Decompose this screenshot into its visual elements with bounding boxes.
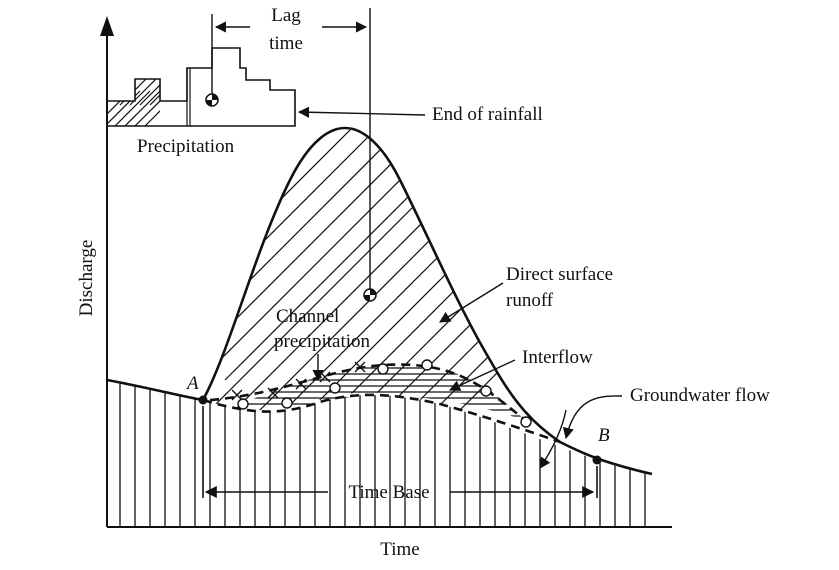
interflow-marker — [237, 398, 249, 410]
point-b-label: B — [598, 425, 610, 446]
interflow-marker — [421, 359, 433, 371]
hyetograph-outline — [106, 47, 296, 127]
interflow-label: Interflow — [522, 347, 593, 368]
end-of-rainfall-label: End of rainfall — [432, 104, 543, 125]
channel-precipitation-label-line2: precipitation — [274, 331, 371, 352]
baseflow-hatch — [119, 380, 646, 527]
channel-precipitation-label-line1: Channel — [276, 306, 339, 327]
lag-time-label-line1: Lag — [271, 5, 301, 26]
lag-time-label-line2: time — [269, 33, 303, 54]
direct-runoff-hatch — [203, 128, 560, 442]
interflow-marker — [281, 397, 293, 409]
y-axis-label: Discharge — [76, 240, 97, 317]
point-b-marker — [592, 455, 602, 465]
groundwater-flow-label: Groundwater flow — [630, 385, 770, 406]
direct-runoff-leader — [439, 282, 504, 323]
interflow-leader — [448, 359, 516, 391]
interflow-markers — [237, 359, 532, 428]
direct-runoff-label-line2: runoff — [506, 290, 554, 311]
end-of-rainfall-leader — [297, 106, 426, 118]
point-a-label: A — [185, 373, 199, 394]
precipitation-label: Precipitation — [137, 136, 235, 157]
precipitation-hyetograph — [106, 47, 296, 127]
channel-precipitation-marks — [231, 361, 366, 401]
interflow-marker — [520, 416, 532, 428]
interflow-marker — [377, 363, 389, 375]
groundwater-separation-line — [202, 393, 561, 444]
point-a-marker — [198, 395, 208, 405]
groundwater-leader-2 — [539, 409, 567, 469]
groundwater-leader — [562, 395, 623, 440]
hydrograph-curve — [106, 126, 653, 476]
interflow-line — [209, 363, 526, 422]
direct-runoff-label-line1: Direct surface — [506, 264, 613, 285]
y-axis-arrowhead — [100, 16, 114, 36]
interflow-marker — [480, 385, 492, 397]
interflow-marker — [329, 382, 341, 394]
time-base-label: Time Base — [348, 482, 429, 503]
x-axis-label: Time — [380, 539, 419, 560]
